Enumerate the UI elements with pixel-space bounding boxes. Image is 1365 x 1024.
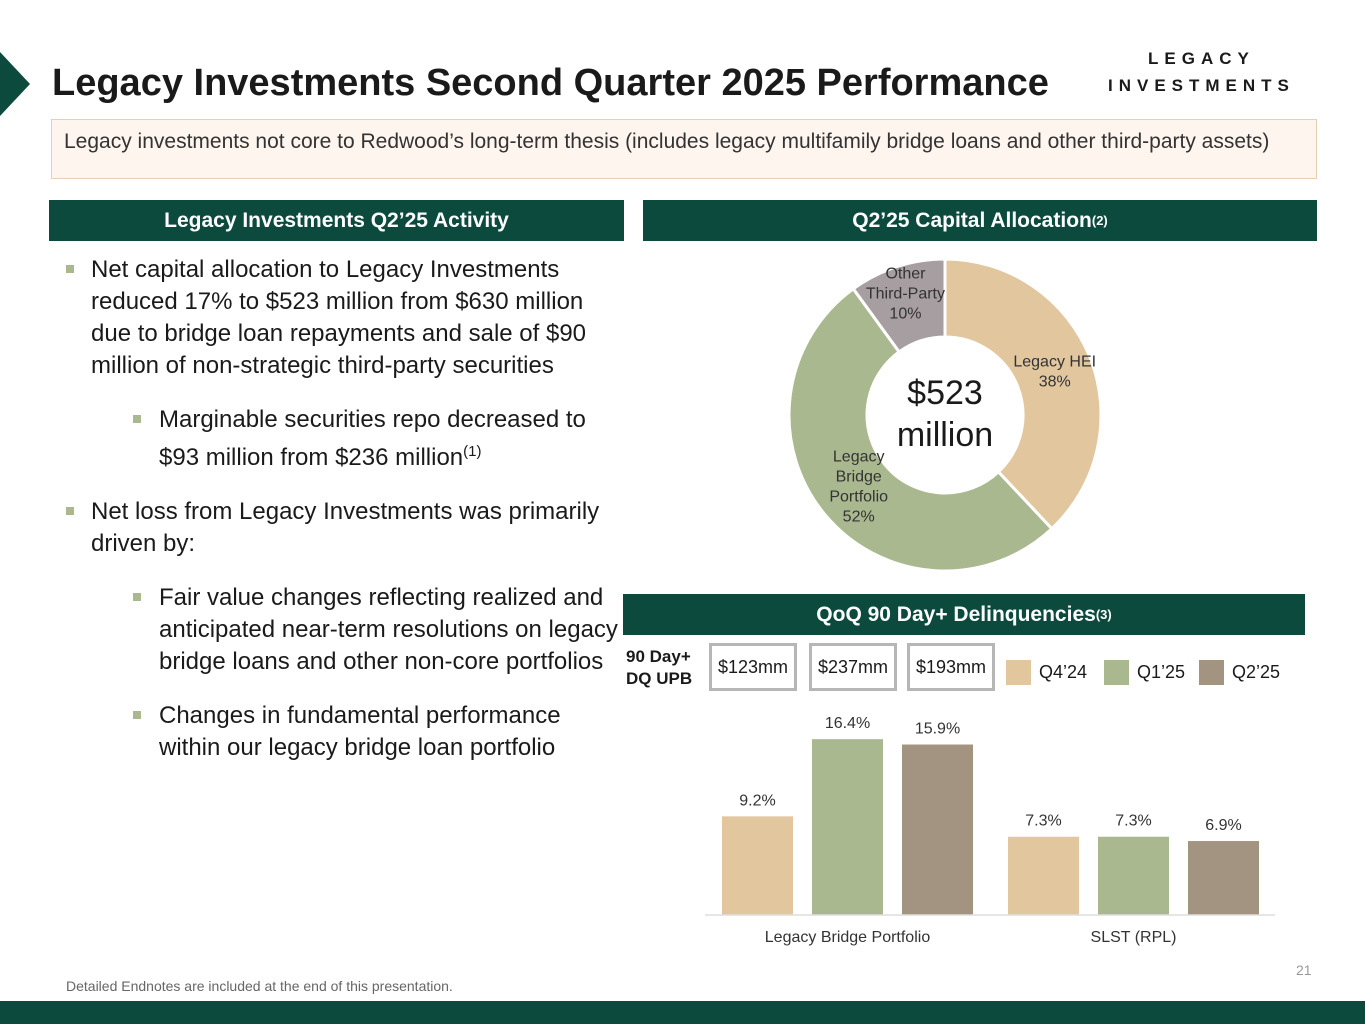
bar-slst-q1 — [1098, 836, 1169, 915]
delinquency-header-text: QoQ 90 Day+ Delinquencies — [816, 602, 1096, 626]
title-chevron-icon — [0, 52, 30, 116]
upb-box-q1: $237mm — [809, 643, 897, 691]
legend-label-q2: Q2’25 — [1232, 662, 1281, 682]
donut-label-other: Other Third-Party 10% — [866, 265, 945, 322]
sub-bullet-repo-note: (1) — [463, 443, 482, 460]
sub-bullet-fundamentals: Changes in fundamental performance withi… — [62, 700, 622, 764]
bar-label-slst-q4: 7.3% — [1025, 813, 1061, 830]
bar-bridge-q1 — [812, 739, 883, 915]
legend-swatch-q1 — [1104, 660, 1129, 685]
bar-label-slst-q1: 7.3% — [1115, 813, 1151, 830]
legend-label-q1: Q1’25 — [1137, 662, 1186, 682]
activity-header: Legacy Investments Q2’25 Activity — [49, 200, 624, 241]
sub-bullet-fair-value: Fair value changes reflecting realized a… — [62, 582, 622, 678]
footer-bar — [0, 1001, 1365, 1024]
donut-label-bridge: Legacy Bridge Portfolio 52% — [829, 448, 888, 525]
delinquency-header-note: (3) — [1095, 607, 1112, 622]
upb-box-q2: $193mm — [907, 643, 995, 691]
dq-upb-label-line2: DQ UPB — [626, 669, 693, 688]
bar-label-bridge-q4: 9.2% — [739, 792, 775, 809]
allocation-header: Q2’25 Capital Allocation (2) — [643, 200, 1317, 241]
upb-box-q4: $123mm — [709, 643, 797, 691]
donut-center-unit: million — [897, 416, 993, 454]
legend-label-q4: Q4’24 — [1039, 662, 1088, 682]
bar-label-slst-q2: 6.9% — [1205, 817, 1241, 834]
sub-bullet-repo: Marginable securities repo decreased to … — [62, 404, 622, 474]
donut-slice-hei — [943, 257, 1103, 531]
bullet-capital-allocation: Net capital allocation to Legacy Investm… — [62, 254, 622, 382]
sub-bullet-repo-text: Marginable securities repo decreased to … — [159, 406, 586, 471]
bar-category-bridge: Legacy Bridge Portfolio — [765, 929, 931, 946]
endnote: Detailed Endnotes are included at the en… — [66, 978, 453, 994]
legend-q1: Q1’25 — [1104, 660, 1185, 685]
bar-label-bridge-q2: 15.9% — [915, 721, 960, 738]
bar-bridge-q4 — [722, 816, 793, 915]
page-title: Legacy Investments Second Quarter 2025 P… — [52, 62, 1049, 104]
allocation-header-text: Q2’25 Capital Allocation — [852, 208, 1092, 232]
dq-upb-label: 90 Day+ DQ UPB — [626, 646, 692, 690]
bar-slst-q2 — [1188, 841, 1259, 915]
capital-allocation-donut: Legacy HEI 38% Legacy Bridge Portfolio 52% Oth… — [787, 257, 1103, 573]
activity-bullets: Net capital allocation to Legacy Investm… — [62, 254, 622, 786]
dq-upb-label-line1: 90 Day+ — [626, 647, 691, 666]
delinquency-header: QoQ 90 Day+ Delinquencies (3) — [623, 594, 1305, 635]
donut-slice-bridge — [787, 286, 1054, 573]
bar-label-bridge-q1: 16.4% — [825, 715, 870, 732]
bullet-net-loss: Net loss from Legacy Investments was pri… — [62, 496, 622, 560]
allocation-header-note: (2) — [1091, 213, 1108, 228]
logo-line1: LEGACY — [1148, 49, 1255, 68]
delinquency-bar-chart: 9.2% 16.4% 15.9% 7.3% 7.3% 6.9% Legacy Bridge… — [705, 715, 1275, 946]
bar-bridge-q2 — [902, 744, 973, 915]
logo-line2: INVESTMENTS — [1108, 76, 1295, 95]
legend-q2: Q2’25 — [1199, 660, 1280, 685]
bar-slst-q4 — [1008, 836, 1079, 915]
activity-header-text: Legacy Investments Q2’25 Activity — [164, 208, 509, 232]
bar-category-slst: SLST (RPL) — [1091, 929, 1177, 946]
donut-slice-other — [851, 257, 947, 354]
legend-swatch-q4 — [1006, 660, 1031, 685]
donut-label-hei: Legacy HEI 38% — [1013, 354, 1096, 391]
page-number: 21 — [1296, 962, 1312, 978]
legend-q4: Q4’24 — [1006, 660, 1087, 685]
intro-box: Legacy investments not core to Redwood’s… — [51, 119, 1317, 179]
legend-swatch-q2 — [1199, 660, 1224, 685]
donut-center-amount: $523 — [907, 374, 983, 412]
